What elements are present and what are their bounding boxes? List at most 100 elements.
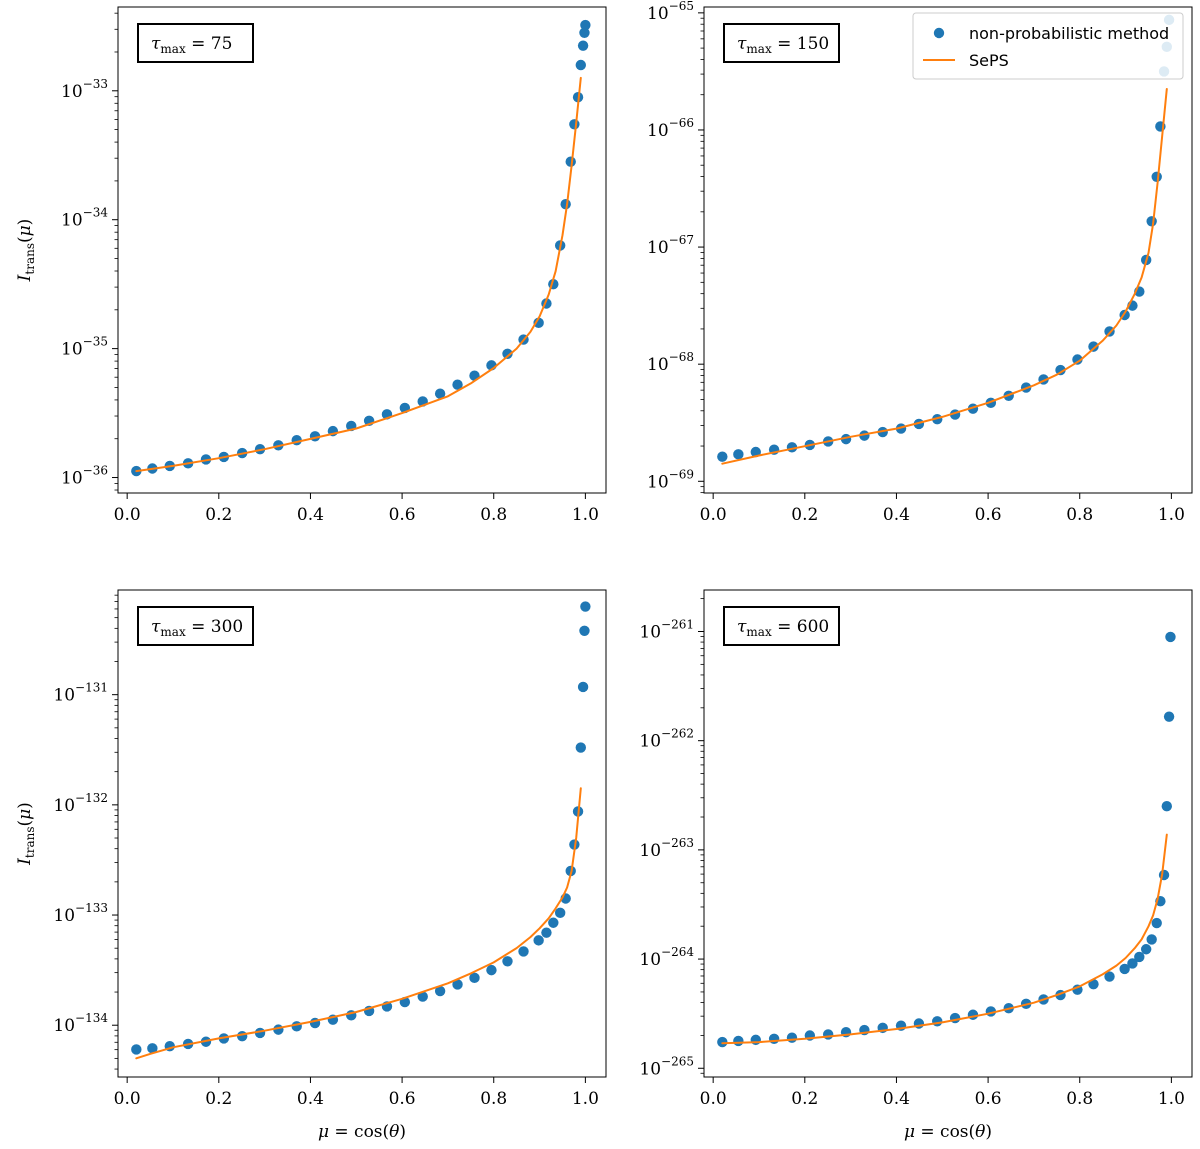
- data-point: [548, 917, 559, 928]
- y-tick-label: 10−33: [61, 77, 108, 102]
- data-point: [750, 446, 761, 458]
- y-tick-label: 10−35: [61, 335, 108, 360]
- x-tick-label: 0.6: [389, 505, 416, 525]
- y-tick-label: 10−66: [647, 116, 694, 141]
- data-point: [1163, 711, 1175, 722]
- data-point: [1072, 354, 1083, 365]
- data-point: [434, 388, 446, 399]
- panel-bottom-left: 10−134 10−133 10−132 10−131 0.0 0.2 0.4 0.6 0.8 1…: [15, 589, 607, 1142]
- x-tick-label: 0.2: [791, 1089, 818, 1109]
- legend-frame: [912, 12, 1184, 80]
- y-tick-label: 10−68: [647, 350, 694, 375]
- axes-frame: [117, 589, 607, 1078]
- data-point: [1119, 963, 1130, 975]
- data-point: [733, 1035, 744, 1047]
- data-point: [822, 1029, 834, 1040]
- legend-marker-points: [933, 27, 945, 39]
- x-tick-label: 0.0: [114, 1089, 141, 1109]
- data-point: [1140, 944, 1152, 955]
- data-point: [1127, 958, 1138, 969]
- data-point: [1134, 951, 1145, 963]
- data-point: [580, 19, 591, 31]
- tau-annotation: τmax = 150: [737, 34, 829, 56]
- tau-annotation: τmax = 600: [737, 617, 829, 639]
- x-tick-label: 0.0: [700, 1089, 727, 1109]
- x-tick-label: 0.4: [297, 505, 324, 525]
- data-point: [147, 1043, 158, 1054]
- y-tick-label: 10−264: [639, 945, 694, 970]
- data-point: [733, 449, 744, 460]
- data-point: [502, 956, 513, 967]
- data-point: [486, 964, 497, 976]
- y-tick-label: 10−263: [639, 836, 694, 861]
- y-tick-label: 10−265: [639, 1054, 694, 1079]
- plot-area: [131, 601, 591, 1060]
- y-tick-label: 10−134: [53, 1011, 108, 1036]
- x-tick-label: 0.8: [1066, 1089, 1093, 1109]
- panel-top-left: 10−36 10−35 10−34 10−33 0.0 0.2 0.4 0.6 0.8 1.0 τm…: [15, 6, 607, 525]
- data-point: [533, 317, 544, 329]
- axes-frame: [117, 6, 607, 494]
- data-point: [575, 59, 586, 71]
- data-point: [877, 426, 888, 438]
- data-point: [541, 927, 552, 938]
- x-tick-label: 0.6: [975, 1089, 1002, 1109]
- data-point: [1165, 631, 1176, 643]
- tau-annotation: τmax = 300: [151, 617, 243, 639]
- tau-annotation: τmax = 75: [151, 34, 232, 56]
- data-point: [518, 946, 529, 957]
- axes-frame: [703, 589, 1193, 1078]
- tau-annotation-box: [723, 23, 840, 63]
- x-tick-label: 0.4: [883, 1089, 910, 1109]
- data-point: [502, 348, 513, 359]
- data-point: [932, 1016, 943, 1027]
- x-tick-label: 0.2: [205, 505, 232, 525]
- data-point: [452, 379, 463, 390]
- data-point: [291, 1021, 302, 1032]
- plot-area: [131, 19, 591, 477]
- tau-annotation-box: [137, 23, 254, 63]
- y-tick-label: 10−65: [647, 0, 694, 24]
- data-point: [1161, 801, 1172, 812]
- data-point: [717, 1036, 728, 1048]
- data-point: [577, 40, 589, 51]
- panel-top-right: 10−69 10−68 10−67 10−66 10−65 0.0 0.2 0.4 0.6 0.8…: [647, 0, 1193, 525]
- seps-line: [721, 833, 1168, 1045]
- data-point: [580, 601, 591, 612]
- data-point: [717, 451, 728, 462]
- data-point: [1088, 341, 1099, 352]
- data-point: [577, 681, 589, 693]
- axes-frame: [703, 6, 1193, 494]
- data-point: [569, 119, 580, 130]
- x-tick-label: 0.4: [883, 505, 910, 525]
- data-point: [1146, 934, 1157, 945]
- x-tick-label: 0.6: [389, 1089, 416, 1109]
- data-point: [469, 972, 480, 984]
- x-tick-label: 0.0: [700, 505, 727, 525]
- data-point: [768, 1033, 780, 1044]
- y-tick-label: 10−132: [53, 791, 108, 816]
- plot-area: [717, 577, 1176, 1048]
- y-tick-label: 10−36: [61, 464, 108, 489]
- x-axis-label: μ = cos(θ): [318, 1122, 406, 1142]
- data-point: [1055, 364, 1066, 376]
- data-point: [1151, 917, 1162, 929]
- legend-label-line: SePS: [969, 51, 1009, 70]
- x-tick-label: 0.8: [480, 1089, 507, 1109]
- x-tick-label: 0.8: [1066, 505, 1093, 525]
- x-tick-label: 1.0: [1158, 1089, 1185, 1109]
- y-tick-label: 10−262: [639, 727, 694, 752]
- data-point: [236, 1031, 248, 1042]
- data-point: [131, 1044, 142, 1055]
- seps-line: [721, 88, 1168, 465]
- x-tick-label: 0.2: [791, 505, 818, 525]
- y-tick-label: 10−133: [53, 901, 108, 926]
- data-point: [786, 1032, 798, 1043]
- x-tick-label: 0.4: [297, 1089, 324, 1109]
- y-axis-label: Itrans(μ): [15, 802, 37, 866]
- x-tick-label: 1.0: [572, 505, 599, 525]
- y-tick-label: 10−69: [647, 467, 694, 492]
- seps-line: [135, 76, 582, 473]
- data-point: [1166, 577, 1176, 587]
